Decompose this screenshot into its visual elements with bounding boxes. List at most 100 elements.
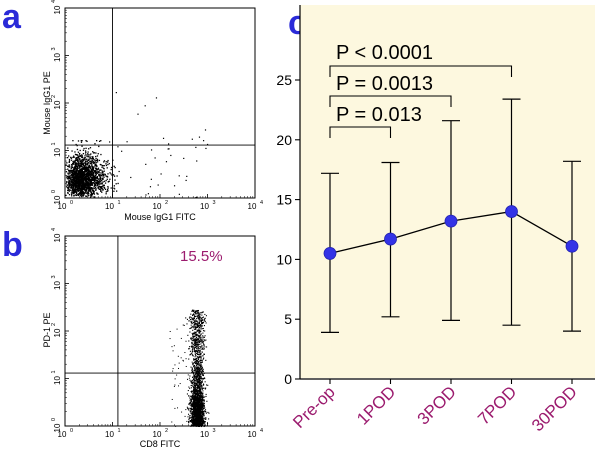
panel-b-event — [197, 340, 199, 342]
panel-b-event — [200, 384, 203, 386]
panel-a-event — [70, 156, 72, 159]
panel-b-event — [202, 384, 204, 386]
panel-b-event — [193, 322, 195, 324]
panel-b-event — [204, 421, 206, 423]
panel-a-event — [114, 188, 116, 190]
panel-a-event — [92, 182, 95, 184]
panel-a-event — [72, 161, 74, 163]
panel-b-event — [189, 399, 191, 401]
panel-a-event — [74, 166, 77, 169]
panel-a-event — [93, 191, 95, 194]
panel-a-event — [116, 175, 118, 177]
panel-b-event — [202, 374, 204, 376]
panel-b-event — [191, 346, 193, 348]
panel-a-event — [102, 189, 104, 191]
panel-b-event — [195, 415, 197, 417]
panel-a-event — [82, 185, 84, 187]
panel-a-event — [78, 170, 81, 173]
panel-b-event — [192, 395, 194, 397]
panel-a-event — [83, 193, 85, 195]
panel-a-event — [67, 177, 70, 179]
panel-a-event — [72, 172, 75, 175]
panel-a-event — [66, 184, 69, 186]
panel-b-event — [200, 419, 203, 421]
panel-a-event — [81, 188, 83, 190]
panel-b-event — [178, 385, 180, 387]
panel-a-event — [165, 161, 168, 163]
panel-a-event — [77, 151, 80, 153]
panel-a-event — [99, 188, 102, 190]
panel-a-event — [75, 157, 77, 160]
panel-b-event — [202, 370, 204, 373]
panel-b-event — [190, 338, 192, 340]
panel-a-event — [69, 171, 72, 173]
panel-b-event — [196, 352, 198, 355]
panel-a-event — [113, 190, 115, 192]
panel-a-event — [80, 163, 82, 165]
panel-a-event — [98, 188, 101, 190]
panel-b-event — [189, 316, 191, 318]
panel-a-event — [68, 190, 71, 192]
panel-b-event — [195, 393, 197, 395]
panel-a-event — [89, 183, 91, 185]
panel-a-event — [67, 172, 69, 174]
panel-a-event — [86, 181, 88, 184]
panel-a-event — [167, 148, 169, 150]
panel-b-event — [196, 384, 199, 386]
panel-b-event — [203, 401, 205, 403]
panel-a-event — [90, 176, 93, 179]
panel-b-frame — [64, 235, 256, 427]
panel-a-event — [71, 166, 74, 169]
panel-a-event — [101, 179, 103, 181]
panel-a-event — [70, 178, 72, 180]
panel-b-event — [195, 418, 197, 420]
panel-b-event — [199, 397, 201, 399]
panel-a-event — [94, 160, 97, 162]
panel-b-event — [198, 392, 200, 394]
panel-b-event — [192, 378, 195, 380]
panel-b-event — [186, 406, 188, 408]
panel-a-event — [71, 188, 74, 190]
panel-b-event — [201, 345, 203, 347]
panel-b-event — [193, 414, 195, 416]
panel-a-event — [76, 177, 78, 179]
panel-b-event — [190, 420, 192, 422]
panel-a-event — [87, 188, 89, 190]
panel-b-event — [193, 317, 195, 319]
panel-b-event — [192, 333, 194, 335]
panel-a-event — [99, 181, 102, 183]
panel-a-event — [78, 165, 81, 167]
panel-b-event — [200, 405, 202, 407]
panel-b-event — [190, 416, 192, 418]
panel-b-event — [195, 408, 197, 410]
a-y-tick-exponent: 3 — [51, 47, 57, 50]
panel-b-event — [193, 379, 195, 381]
panel-b-event — [200, 324, 202, 326]
panel-a-event — [87, 156, 90, 158]
panel-b-event — [193, 400, 195, 402]
panel-a-event — [80, 141, 83, 143]
panel-b-event — [192, 317, 194, 319]
panel-a-event — [86, 192, 88, 194]
panel-a-event — [114, 179, 116, 181]
a-y-tick-label: 10 — [53, 53, 62, 62]
panel-b-event — [201, 411, 203, 414]
panel-a-event — [147, 193, 150, 195]
panel-a-event — [77, 162, 79, 164]
panel-a-event — [75, 191, 78, 194]
panel-a-event — [83, 158, 85, 160]
panel-a-event — [78, 171, 80, 173]
panel-b-event — [194, 392, 196, 394]
panel-a-event — [77, 178, 79, 180]
panel-a-event — [100, 179, 103, 182]
panel-b-event — [191, 379, 193, 381]
panel-a-event — [91, 167, 94, 169]
panel-a-event — [117, 146, 119, 148]
panel-b-event — [200, 411, 202, 413]
panel-a-event — [110, 166, 113, 169]
panel-a-event — [72, 169, 75, 171]
panel-a-event — [206, 143, 209, 146]
panel-b-event — [196, 362, 198, 365]
panel-a-event — [72, 174, 74, 177]
panel-a-event — [74, 186, 77, 189]
